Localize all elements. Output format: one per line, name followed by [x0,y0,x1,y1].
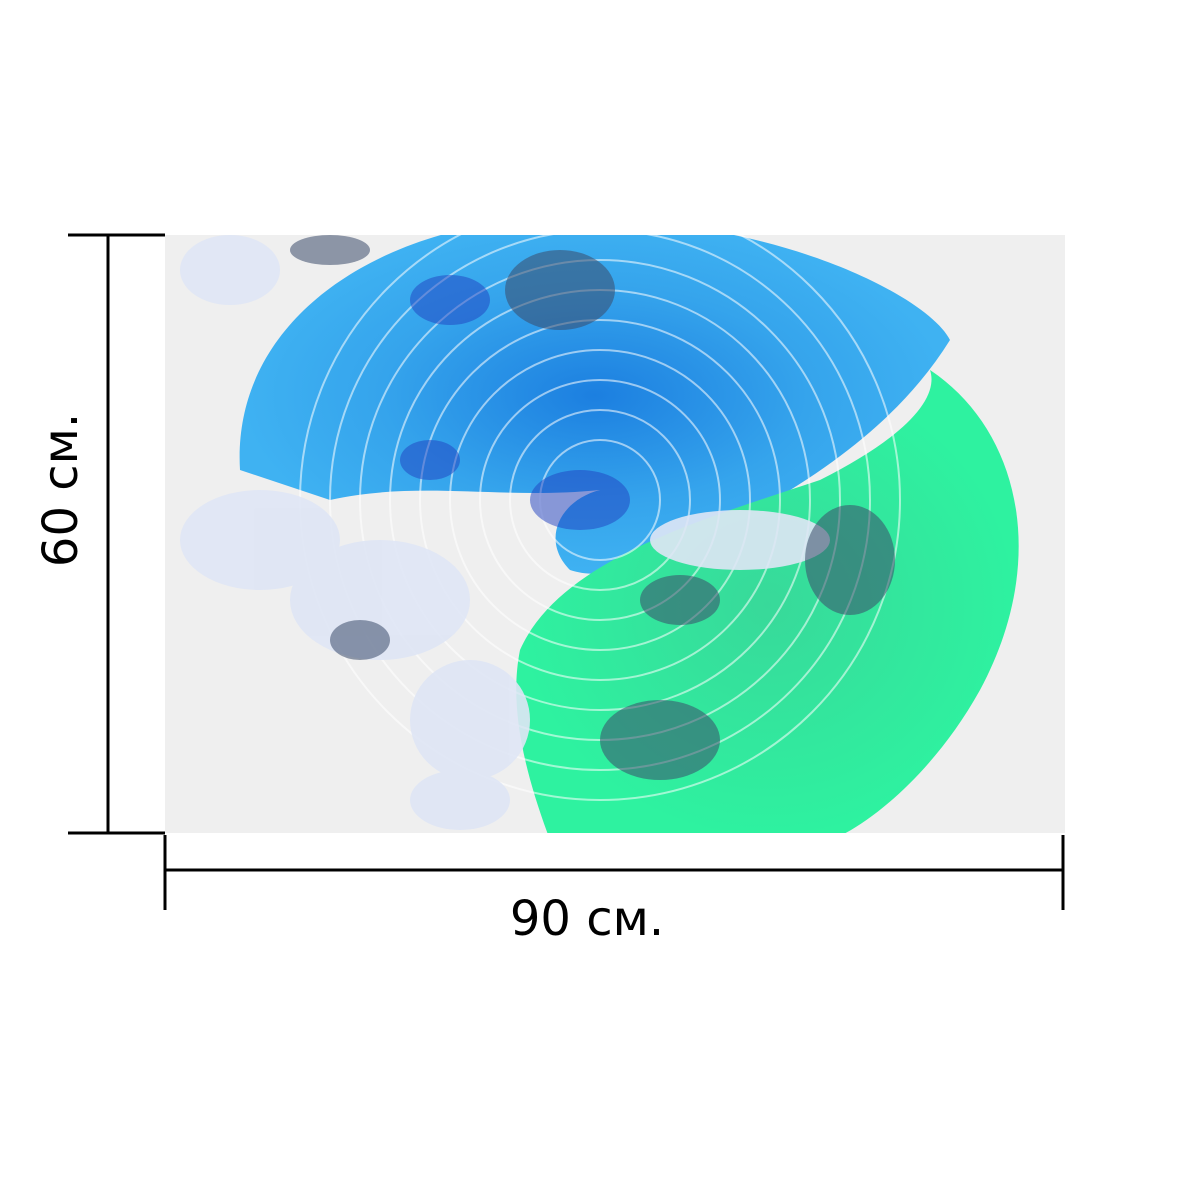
height-label: 60 см. [33,413,89,567]
dimension-lines [68,233,1065,910]
artwork [165,235,1065,833]
width-label: 90 см. [510,891,664,947]
